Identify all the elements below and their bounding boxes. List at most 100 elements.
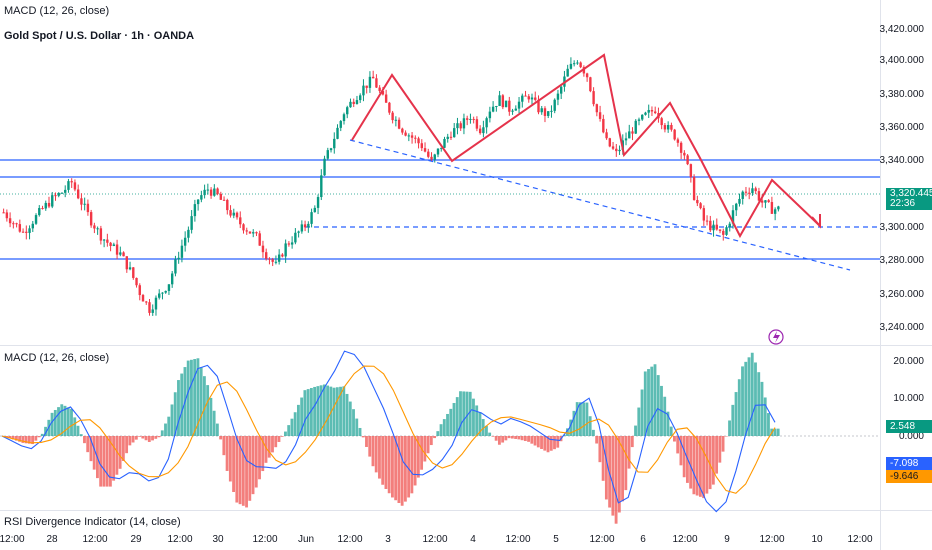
candle-body bbox=[757, 191, 761, 201]
candle-body bbox=[556, 93, 560, 100]
macd-hist-bar bbox=[112, 436, 116, 481]
time-tick: 4 bbox=[470, 534, 476, 545]
candle-body bbox=[540, 108, 543, 113]
candle-body bbox=[472, 118, 475, 120]
macd-hist-bar bbox=[468, 391, 472, 436]
candle-body bbox=[715, 224, 718, 230]
macd-hist-bar bbox=[290, 418, 294, 436]
time-tick: Jun bbox=[297, 534, 315, 545]
macd-hist-bar bbox=[647, 369, 650, 436]
macd-hist-bar bbox=[695, 436, 699, 496]
macd-hist-bar bbox=[44, 426, 47, 436]
candle-body bbox=[767, 200, 770, 203]
macd-hist-bar bbox=[167, 416, 171, 436]
candle-body bbox=[465, 118, 469, 120]
macd-hist-bar bbox=[397, 436, 401, 503]
macd-hist-bar bbox=[271, 436, 274, 453]
macd-hist-bar bbox=[361, 436, 365, 438]
candle-body bbox=[15, 223, 18, 225]
macd-hist-bar bbox=[102, 436, 106, 487]
macd-hist-bar bbox=[718, 436, 722, 463]
macd-hist-bar bbox=[284, 431, 287, 436]
candle-body bbox=[589, 77, 592, 92]
macd-hist-bar bbox=[702, 436, 706, 499]
macd-hist-bar bbox=[105, 436, 109, 487]
macd-hist-bar bbox=[115, 436, 119, 475]
macd-hist-bar bbox=[14, 436, 18, 441]
macd-pane-title[interactable]: MACD (12, 26, close) bbox=[4, 352, 110, 364]
price-tick: 3,420.000 bbox=[879, 24, 925, 35]
macd-hist-bar bbox=[296, 404, 300, 436]
macd-hist-bar bbox=[186, 360, 190, 436]
macd-hist-bar bbox=[8, 436, 12, 439]
macd-hist-bar bbox=[384, 436, 388, 489]
candle-body bbox=[261, 245, 265, 253]
macd-hist-bar bbox=[536, 436, 540, 448]
candle-body bbox=[598, 112, 602, 119]
candle-body bbox=[99, 228, 103, 241]
candle-body bbox=[404, 132, 407, 136]
candle-body bbox=[572, 63, 576, 65]
time-tick: 12:00 bbox=[167, 534, 193, 545]
candle-body bbox=[699, 203, 702, 209]
candle-body bbox=[303, 224, 307, 228]
candle-body bbox=[187, 229, 190, 238]
macd-hist-bar bbox=[455, 397, 459, 436]
candle-body bbox=[773, 209, 777, 214]
candle-body bbox=[271, 259, 274, 262]
macd-hist-bar bbox=[637, 407, 641, 436]
candle-body bbox=[514, 108, 518, 111]
macd-hist-bar bbox=[653, 364, 657, 436]
macd-hist-bar bbox=[436, 431, 440, 436]
candle-body bbox=[420, 143, 423, 149]
macd-hist-bar bbox=[368, 436, 372, 457]
candle-body bbox=[277, 254, 281, 262]
macd-hist-bar bbox=[721, 436, 725, 452]
candle-body bbox=[18, 224, 22, 232]
macd-hist-bar bbox=[342, 386, 346, 436]
macd-hist-bar bbox=[206, 385, 210, 436]
time-tick: 9 bbox=[724, 534, 730, 545]
rsi-pane-title[interactable]: RSI Divergence Indicator (14, close) bbox=[4, 516, 181, 528]
macd-hist-bar bbox=[403, 436, 407, 502]
candle-body bbox=[527, 96, 530, 100]
candle-body bbox=[180, 245, 184, 258]
macd-hist-bar bbox=[326, 385, 330, 436]
candle-body bbox=[115, 244, 119, 255]
time-tick: 12:00 bbox=[505, 534, 531, 545]
candle-body bbox=[608, 138, 612, 147]
candle-body bbox=[177, 257, 180, 260]
candle-body bbox=[663, 125, 667, 130]
candle-body bbox=[744, 191, 748, 193]
candles-group bbox=[2, 57, 780, 316]
candle-body bbox=[200, 195, 203, 200]
candle-body bbox=[683, 152, 686, 156]
macd-hist-bar bbox=[335, 387, 339, 436]
candle-body bbox=[34, 215, 38, 224]
candle-body bbox=[602, 118, 605, 133]
candle-body bbox=[89, 212, 93, 226]
price-tick: 3,260.000 bbox=[879, 289, 925, 300]
candle-body bbox=[336, 127, 339, 139]
candle-body bbox=[83, 203, 86, 205]
candle-body bbox=[158, 293, 161, 298]
macd-hist-bar bbox=[452, 402, 456, 436]
candle-body bbox=[559, 86, 563, 94]
top-indicator-label[interactable]: MACD (12, 26, close) bbox=[4, 5, 110, 17]
candle-body bbox=[628, 131, 631, 139]
macd-hist-bar bbox=[381, 436, 385, 485]
candle-body bbox=[433, 154, 436, 160]
time-tick: 29 bbox=[130, 534, 142, 545]
candle-body bbox=[469, 118, 472, 120]
macd-hist-bar bbox=[70, 409, 73, 436]
macd-hist-bar bbox=[202, 376, 206, 436]
candle-body bbox=[235, 212, 239, 218]
signal-badge: -9.646 bbox=[886, 470, 932, 483]
candle-body bbox=[44, 202, 47, 209]
candle-body bbox=[595, 104, 599, 113]
candle-body bbox=[537, 99, 540, 113]
price-tick: 3,360.000 bbox=[879, 122, 925, 133]
candle-body bbox=[397, 119, 401, 129]
macd-hist-bar bbox=[692, 436, 696, 495]
